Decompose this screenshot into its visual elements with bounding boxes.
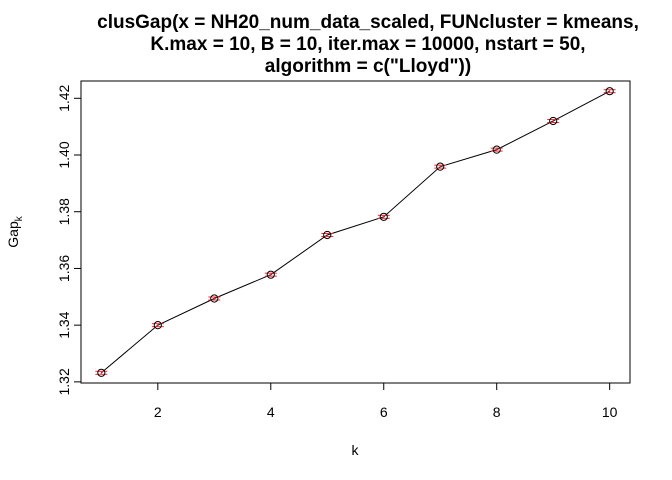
x-tick-label-2: 2 bbox=[154, 404, 162, 420]
y-axis: 1.32 1.34 1.36 1.38 1.40 1.42 bbox=[56, 84, 81, 395]
chart-title-line-2: K.max = 10, B = 10, iter.max = 10000, ns… bbox=[150, 34, 585, 55]
y-axis-label-subscript: k bbox=[14, 215, 25, 221]
data-point-k10 bbox=[605, 87, 614, 96]
gap-series-line bbox=[101, 90, 610, 374]
data-point-k5 bbox=[323, 230, 332, 240]
data-point-k1 bbox=[97, 368, 106, 377]
error-bar-k7 bbox=[434, 164, 447, 169]
x-axis-label: k bbox=[352, 442, 360, 458]
error-bar-k10 bbox=[603, 89, 616, 94]
x-axis: 2 4 6 8 10 bbox=[154, 383, 618, 420]
x-tick-label-8: 8 bbox=[493, 404, 501, 420]
x-tick-label-10: 10 bbox=[602, 404, 618, 420]
data-point-k9 bbox=[549, 116, 558, 126]
x-tick-label-4: 4 bbox=[267, 404, 275, 420]
error-bar-k3 bbox=[208, 296, 221, 301]
error-bar-k9 bbox=[547, 118, 560, 123]
data-point-k7 bbox=[436, 162, 445, 171]
data-point-k2 bbox=[153, 321, 162, 330]
chart-title-line-1: clusGap(x = NH20_num_data_scaled, FUNclu… bbox=[97, 12, 639, 33]
y-tick-label-3: 1.38 bbox=[56, 198, 72, 225]
data-point-k6 bbox=[379, 212, 388, 221]
error-bar-k1 bbox=[95, 370, 108, 375]
plot-frame bbox=[80, 80, 631, 384]
y-axis-label: Gapk bbox=[5, 215, 25, 247]
data-point-k4 bbox=[266, 270, 275, 279]
error-bar-k4 bbox=[264, 272, 277, 277]
y-tick-label-4: 1.40 bbox=[56, 141, 72, 168]
error-bars bbox=[95, 89, 616, 375]
y-tick-label-2: 1.36 bbox=[56, 255, 72, 282]
y-tick-label-1: 1.34 bbox=[56, 311, 72, 338]
x-tick-label-6: 6 bbox=[380, 404, 388, 420]
chart-title-line-3: algorithm = c("Lloyd")) bbox=[265, 56, 471, 77]
error-bar-k2 bbox=[151, 323, 164, 328]
y-axis-label-main: Gap bbox=[5, 221, 21, 248]
error-bar-k8 bbox=[490, 147, 503, 152]
error-bar-k6 bbox=[377, 214, 390, 219]
svg-text:Gapk: Gapk bbox=[5, 215, 25, 247]
data-point-k3 bbox=[210, 294, 219, 303]
chart-title: clusGap(x = NH20_num_data_scaled, FUNclu… bbox=[97, 12, 639, 77]
y-tick-label-0: 1.32 bbox=[56, 368, 72, 395]
data-points bbox=[97, 87, 614, 377]
y-tick-label-5: 1.42 bbox=[56, 84, 72, 111]
data-point-k8 bbox=[492, 145, 501, 154]
error-bar-k5 bbox=[321, 232, 334, 237]
